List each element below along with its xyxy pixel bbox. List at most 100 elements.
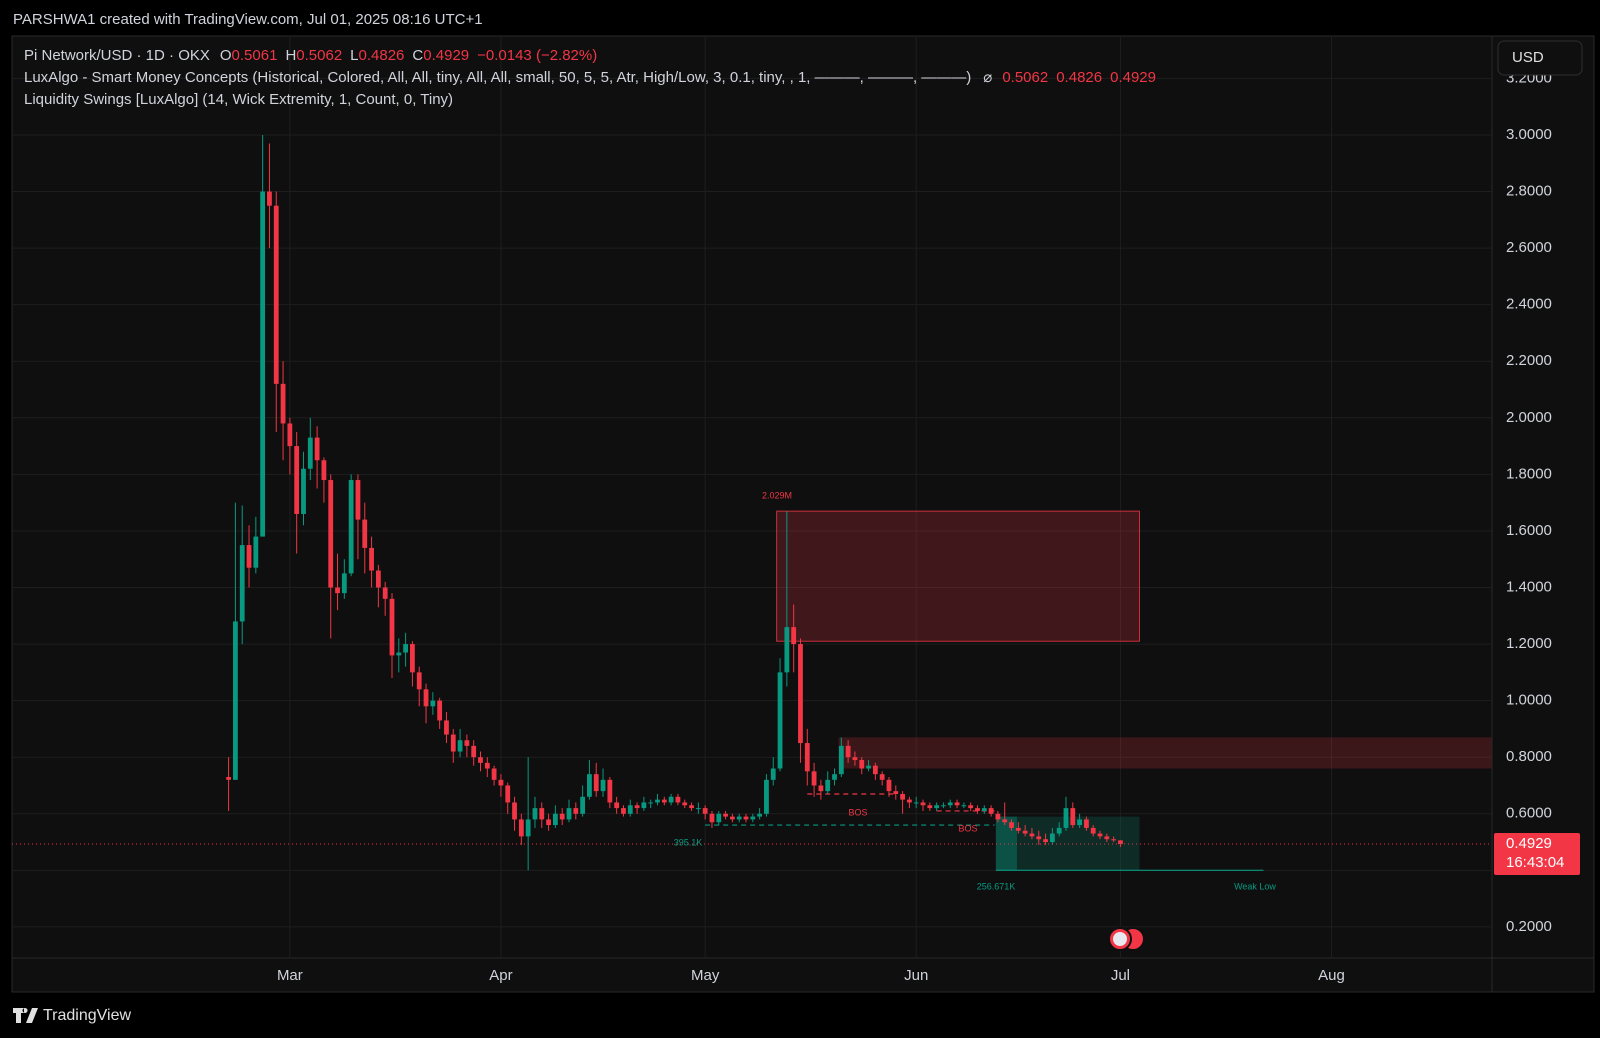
currency-label[interactable]: USD (1512, 49, 1544, 66)
indicator-value: 0.5062 (1002, 69, 1048, 86)
candle-body (1009, 822, 1014, 828)
candle-body (512, 802, 517, 820)
brand-name[interactable]: TradingView (43, 1007, 131, 1024)
ohlc-value: 0.4826 (359, 47, 405, 64)
candle-body (444, 720, 449, 735)
candle-body (457, 740, 463, 752)
currency-button-box[interactable] (1497, 40, 1583, 76)
candle-body (1049, 833, 1055, 843)
candle-body (1097, 833, 1103, 837)
ohlc-value: 0.4929 (423, 47, 469, 64)
candle-body (341, 573, 347, 594)
y-tick-label: 0.2000 (1506, 918, 1552, 935)
header: PARSHWA1 created with TradingView.com, J… (13, 11, 483, 28)
y-tick-label: 1.2000 (1506, 635, 1552, 652)
candle-body (375, 570, 381, 588)
axes: 0.20000.40000.60000.80001.00001.20001.40… (277, 69, 1580, 984)
y-tick-label: 0.8000 (1506, 748, 1552, 765)
candle-body (294, 446, 300, 514)
candle-body (818, 785, 824, 792)
candle-body (362, 519, 368, 548)
symbol: Pi Network/USD · 1D · OKX (24, 47, 210, 64)
candle-body (804, 743, 810, 772)
y-tick-label: 3.0000 (1506, 126, 1552, 143)
brand[interactable]: TradingView (13, 1007, 131, 1024)
candle-body (702, 808, 708, 814)
indicator-legend: Liquidity Swings [LuxAlgo] (14, Wick Ext… (24, 91, 453, 108)
candle-body (695, 808, 701, 810)
candle-body (954, 802, 960, 806)
y-tick-label: 2.8000 (1506, 183, 1552, 200)
candle-body (798, 644, 803, 744)
annotation: 256.671K (977, 881, 1016, 891)
ohlc-value: 0.5061 (232, 47, 278, 64)
candle-body (580, 796, 586, 814)
y-tick-label: 2.6000 (1506, 239, 1552, 256)
currency-button[interactable]: USD (1497, 40, 1583, 76)
candle-body (981, 808, 987, 811)
candle-body (1111, 839, 1117, 841)
candle-body (655, 799, 660, 803)
candle-body (1077, 819, 1082, 826)
candle-body (872, 765, 878, 775)
indicator-legend: LuxAlgo - Smart Money Concepts (Historic… (24, 69, 1156, 86)
candle-body (573, 808, 579, 814)
candle-body (838, 745, 844, 775)
candle-body (941, 805, 946, 807)
candle-body (226, 776, 231, 780)
candle-body (607, 779, 613, 803)
candle-body (478, 757, 483, 763)
candle-body (239, 545, 245, 622)
candle-body (552, 813, 558, 826)
x-tick-label: Apr (489, 967, 512, 984)
brand-logo[interactable] (13, 1008, 38, 1023)
candle-body (907, 799, 912, 803)
zone (776, 510, 1141, 642)
candle-body (709, 813, 715, 823)
annotation: 395.1K (674, 837, 703, 847)
symbol-legend: Pi Network/USD · 1D · OKX O0.5061 H0.5062 L… (24, 47, 597, 64)
candle-body (648, 802, 654, 804)
candle-body (430, 700, 436, 707)
candle-body (614, 802, 620, 809)
candle-body (1070, 808, 1076, 826)
candle-body (287, 423, 293, 447)
candle-body (301, 468, 306, 514)
candle-body (260, 191, 266, 537)
annotation: BOS (958, 823, 977, 833)
annotation: BOS (848, 807, 867, 817)
candle-body (934, 805, 940, 809)
candle-body (273, 205, 279, 384)
candle-body (689, 805, 694, 809)
candle-body (484, 762, 490, 769)
y-tick-label: 2.0000 (1506, 409, 1552, 426)
candle-body (437, 700, 443, 721)
y-tick-label: 1.6000 (1506, 522, 1552, 539)
zone (838, 737, 1492, 769)
y-tick-label: 1.8000 (1506, 465, 1552, 482)
candle-body (314, 437, 320, 461)
candle-body (253, 536, 259, 568)
candle-body (416, 672, 422, 690)
candle-body (811, 771, 817, 786)
candle-body (539, 808, 545, 820)
annotation: 2.029M (762, 490, 792, 500)
indicator-name: LuxAlgo - Smart Money Concepts (Historic… (24, 69, 971, 86)
candle-body (750, 816, 756, 820)
price-tag (1494, 833, 1580, 876)
events-icon[interactable] (1108, 927, 1145, 951)
candle-body (634, 805, 640, 809)
candle-body (369, 547, 374, 571)
candle-body (518, 819, 524, 837)
candle-body (641, 802, 647, 809)
candle-body (764, 779, 769, 814)
candle-body (1104, 836, 1110, 840)
candle-body (389, 598, 395, 656)
candle-body (382, 587, 388, 599)
candle-body (566, 808, 572, 820)
candle-body (471, 745, 477, 758)
candle-body (947, 802, 953, 806)
candle-body (729, 816, 735, 820)
